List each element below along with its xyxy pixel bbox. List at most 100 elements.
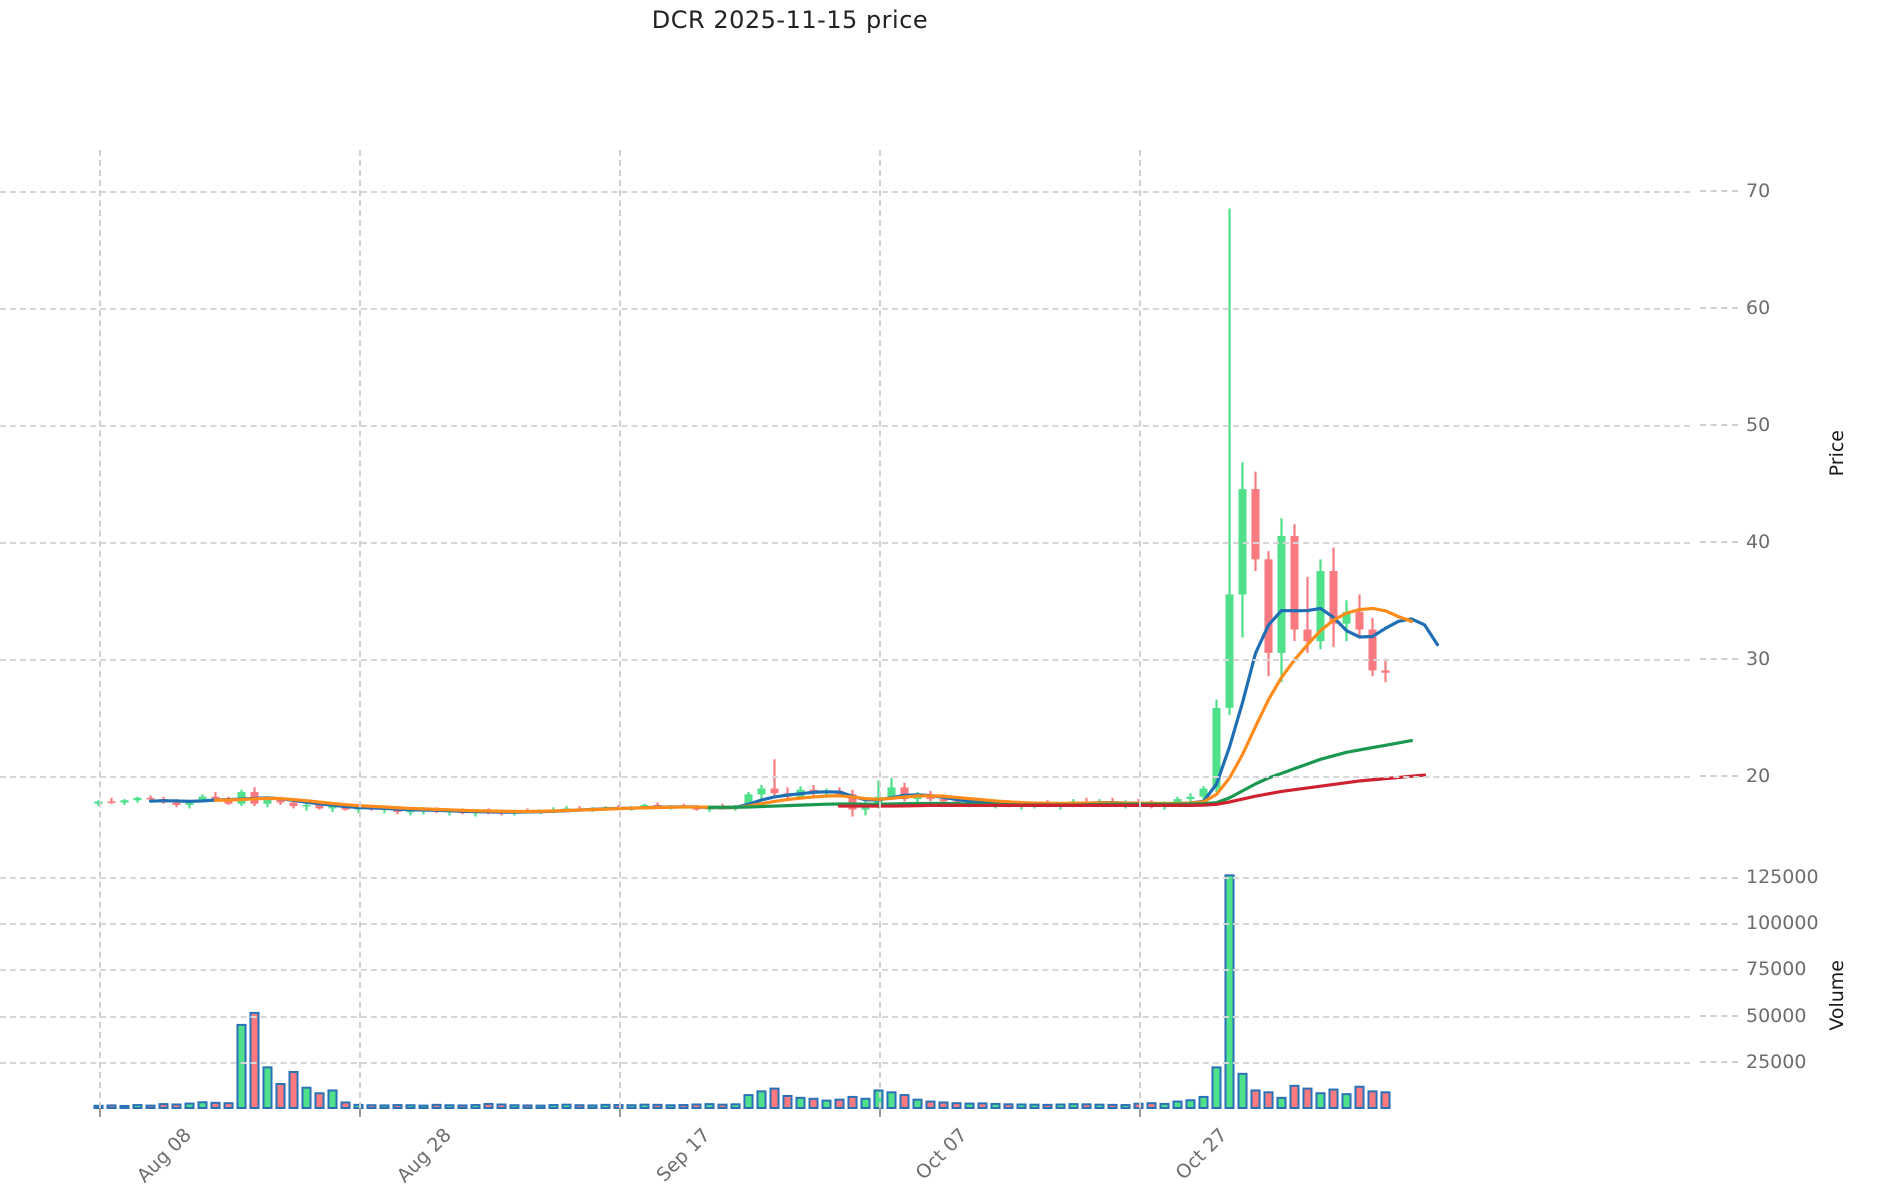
- volume-bar: [1120, 1104, 1131, 1110]
- candle-body: [1368, 629, 1377, 671]
- volume-tick-label: 75000: [1746, 958, 1807, 981]
- volume-bar: [132, 1104, 143, 1110]
- candle-body: [211, 796, 220, 800]
- price-tick-label: 70: [1746, 179, 1771, 202]
- volume-bar: [184, 1102, 195, 1110]
- volume-bar: [652, 1103, 663, 1109]
- volume-bar: [769, 1087, 780, 1109]
- volume-bar: [574, 1104, 585, 1109]
- volume-bar: [379, 1104, 390, 1109]
- y-tick: 50: [1700, 414, 1770, 436]
- candle-body: [185, 801, 194, 805]
- volume-bar: [1302, 1087, 1313, 1109]
- volume-bar: [834, 1098, 845, 1109]
- volume-bar: [756, 1090, 767, 1109]
- tick-dash: [1700, 922, 1738, 925]
- volume-bar: [145, 1104, 156, 1110]
- volume-bar: [522, 1104, 533, 1109]
- volume-bar: [1224, 874, 1235, 1109]
- candle-body: [900, 787, 909, 800]
- volume-tick-label: 125000: [1746, 866, 1819, 889]
- y-tick: 125000: [1700, 866, 1819, 888]
- gridline-horizontal: [0, 969, 1690, 972]
- candle-body: [770, 788, 779, 794]
- volume-axis-title: Volume: [1826, 960, 1848, 1031]
- volume-bar: [171, 1103, 182, 1110]
- candlestick-series: [94, 208, 1440, 817]
- volume-bar: [223, 1102, 234, 1110]
- candle-body: [315, 804, 324, 809]
- tick-dash: [1700, 968, 1738, 971]
- x-tick-mark: [878, 1108, 881, 1117]
- volume-bar: [1042, 1103, 1053, 1109]
- volume-bar: [990, 1102, 1001, 1109]
- volume-plot-area: [0, 855, 1690, 1110]
- volume-bar: [158, 1103, 169, 1110]
- volume-bar: [1172, 1100, 1183, 1110]
- volume-bar: [951, 1102, 962, 1110]
- candle-body: [289, 802, 298, 807]
- tick-dash: [1700, 1015, 1738, 1018]
- candle-body: [302, 804, 311, 807]
- volume-bar: [691, 1103, 702, 1110]
- volume-bar: [1003, 1103, 1014, 1109]
- price-panel: [0, 150, 1690, 840]
- candle-body: [1277, 535, 1286, 653]
- candle-body: [1199, 788, 1208, 797]
- volume-bar: [1237, 1072, 1248, 1110]
- volume-bar: [249, 1011, 260, 1110]
- volume-bar: [1380, 1091, 1391, 1109]
- price-tick-label: 40: [1746, 530, 1771, 553]
- candle-body: [1212, 707, 1221, 789]
- volume-bar: [782, 1094, 793, 1110]
- candle-body: [107, 801, 116, 804]
- volume-bar: [613, 1104, 624, 1110]
- x-tick-label: Aug 08: [132, 1124, 196, 1188]
- gridline-horizontal: [0, 877, 1690, 880]
- volume-bar: [1341, 1093, 1352, 1109]
- volume-bar: [444, 1104, 455, 1109]
- volume-bar: [314, 1092, 325, 1109]
- tick-dash: [1700, 658, 1738, 661]
- volume-bar: [301, 1086, 312, 1109]
- gridline-horizontal: [0, 1061, 1690, 1064]
- candle-body: [1316, 571, 1325, 642]
- price-tick-label: 20: [1746, 764, 1771, 787]
- candle-body: [120, 800, 129, 803]
- volume-bar: [1107, 1103, 1118, 1109]
- candle-body: [1173, 799, 1182, 804]
- volume-bar: [1029, 1103, 1040, 1110]
- x-tick-label: Oct 07: [910, 1124, 972, 1185]
- volume-bar: [925, 1100, 936, 1110]
- x-tick-label: Oct 27: [1170, 1124, 1232, 1185]
- volume-bar: [431, 1103, 442, 1109]
- candle-body: [133, 797, 142, 801]
- volume-bar: [470, 1104, 481, 1110]
- gridline-horizontal: [0, 424, 1690, 427]
- volume-bar: [964, 1102, 975, 1110]
- volume-bar: [704, 1103, 715, 1110]
- volume-bar: [1211, 1066, 1222, 1110]
- gridline-vertical: [618, 150, 621, 1108]
- y-tick: 75000: [1700, 958, 1806, 980]
- volume-tick-label: 100000: [1746, 912, 1819, 935]
- volume-tick-label: 25000: [1746, 1050, 1807, 1073]
- gridline-vertical: [98, 150, 101, 1108]
- y-tick: 100000: [1700, 912, 1819, 934]
- volume-bar: [1055, 1103, 1066, 1110]
- moving-average-line: [837, 773, 1427, 808]
- volume-bar: [665, 1104, 676, 1109]
- volume-bar: [457, 1104, 468, 1109]
- candle-body: [640, 804, 649, 808]
- volume-bar: [1315, 1092, 1326, 1109]
- volume-bar: [535, 1104, 546, 1110]
- volume-bar: [860, 1097, 871, 1109]
- volume-bar: [717, 1103, 728, 1110]
- candle-body: [172, 802, 181, 805]
- gridline-horizontal: [0, 658, 1690, 661]
- price-tick-label: 30: [1746, 647, 1771, 670]
- volume-panel: [0, 855, 1690, 1110]
- tick-dash: [1700, 190, 1738, 193]
- moving-average-line: [213, 606, 1414, 814]
